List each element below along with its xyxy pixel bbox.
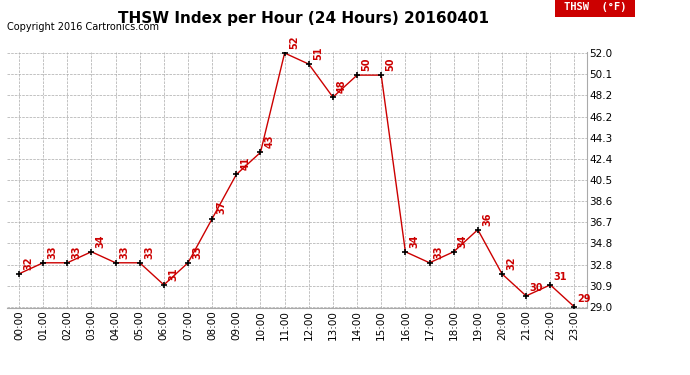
- Text: 33: 33: [72, 245, 81, 259]
- Text: 33: 33: [193, 245, 202, 259]
- Text: THSW Index per Hour (24 Hours) 20160401: THSW Index per Hour (24 Hours) 20160401: [118, 11, 489, 26]
- Text: 33: 33: [48, 245, 57, 259]
- Text: 33: 33: [120, 245, 130, 259]
- Text: 41: 41: [241, 157, 250, 170]
- Text: 50: 50: [362, 57, 371, 71]
- Text: 52: 52: [289, 35, 299, 49]
- Text: 29: 29: [578, 294, 591, 304]
- Text: 32: 32: [506, 256, 516, 270]
- Text: 31: 31: [553, 272, 566, 282]
- Text: 32: 32: [23, 256, 33, 270]
- Text: 31: 31: [168, 267, 178, 281]
- Text: Copyright 2016 Cartronics.com: Copyright 2016 Cartronics.com: [7, 22, 159, 33]
- Text: 36: 36: [482, 212, 492, 225]
- Text: 48: 48: [337, 80, 347, 93]
- Text: 34: 34: [458, 234, 468, 248]
- Text: 34: 34: [96, 234, 106, 248]
- Text: 30: 30: [529, 283, 542, 293]
- Text: 34: 34: [410, 234, 420, 248]
- Text: 33: 33: [434, 245, 444, 259]
- Text: THSW  (°F): THSW (°F): [564, 2, 627, 12]
- Text: 43: 43: [265, 135, 275, 148]
- Text: 51: 51: [313, 46, 323, 60]
- Text: 50: 50: [386, 57, 395, 71]
- Text: 37: 37: [217, 201, 226, 214]
- Text: 33: 33: [144, 245, 154, 259]
